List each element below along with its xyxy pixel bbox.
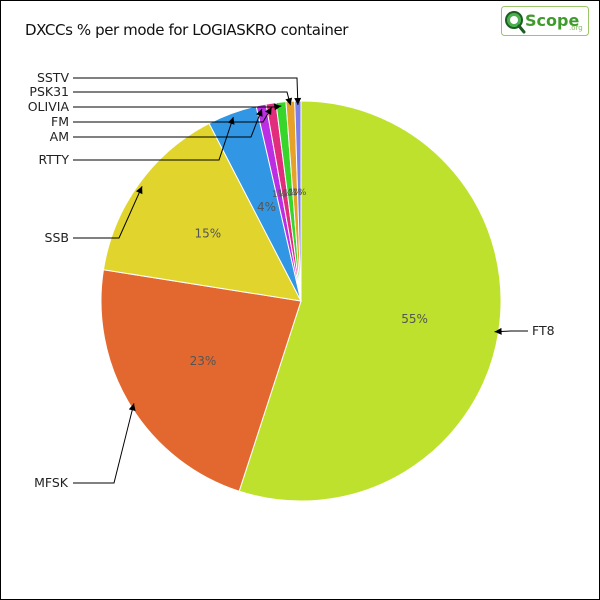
leader-arrow-psk31	[285, 97, 293, 106]
value-label-sstv: 1%	[292, 188, 307, 198]
leader-arrow-sstv	[294, 97, 302, 105]
category-label-sstv: SSTV	[37, 70, 70, 85]
pie-slice-mfsk	[100, 269, 302, 492]
leader-arrow-olivia	[273, 103, 282, 111]
leader-line-am	[73, 108, 263, 138]
value-label-psk31: 1%	[288, 188, 303, 198]
leader-arrow-ssb	[136, 186, 143, 195]
value-label-am: 1%	[272, 190, 287, 200]
leader-arrow-ft8	[494, 327, 502, 335]
logo-word: Scope	[525, 11, 579, 30]
value-label-olivia: 1%	[283, 189, 298, 199]
leader-line-rtty	[73, 116, 234, 161]
chart-title: DXCCs % per mode for LOGIASKRO container	[25, 21, 349, 39]
value-label-ssb: 15%	[194, 227, 221, 241]
category-label-ssb: SSB	[45, 230, 69, 245]
value-label-fm: 1%	[277, 189, 292, 199]
leader-arrow-fm	[265, 107, 272, 115]
value-label-ft8: 55%	[401, 312, 428, 326]
leader-arrow-am	[256, 108, 263, 117]
qscope-logo: Scope .org	[501, 6, 589, 36]
leader-arrow-mfsk	[128, 403, 136, 411]
leader-line-olivia	[73, 105, 282, 108]
category-label-olivia: OLIVIA	[28, 99, 70, 114]
leader-line-mfsk	[73, 403, 135, 484]
value-label-mfsk: 23%	[190, 354, 217, 368]
leader-line-psk31	[73, 91, 291, 106]
category-label-ft8: FT8	[532, 323, 555, 338]
logo-suffix: .org	[569, 24, 583, 32]
category-label-am: AM	[50, 129, 69, 144]
leader-line-ssb	[73, 186, 143, 239]
category-label-rtty: RTTY	[39, 152, 70, 167]
value-label-rtty: 4%	[257, 200, 276, 214]
leader-line-sstv	[73, 77, 299, 106]
category-label-mfsk: MFSK	[34, 475, 69, 490]
category-label-fm: FM	[51, 114, 69, 129]
leader-arrow-rtty	[227, 117, 235, 125]
category-label-psk31: PSK31	[29, 84, 69, 99]
pie-slice-ssb	[102, 122, 302, 302]
